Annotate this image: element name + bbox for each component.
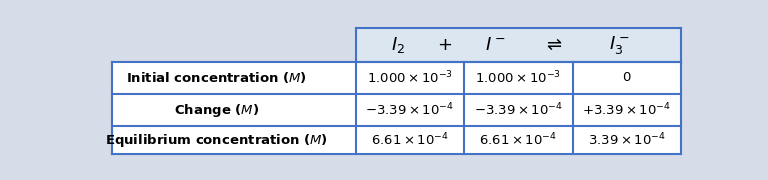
Text: $\mathit{I}_3^-$: $\mathit{I}_3^-$ [609, 34, 629, 56]
Text: $\mathit{I}^-$: $\mathit{I}^-$ [485, 36, 505, 54]
Text: Change ($\mathbf{\mathit{M}}$): Change ($\mathbf{\mathit{M}}$) [174, 102, 259, 119]
Text: $1.000 \times 10^{-3}$: $1.000 \times 10^{-3}$ [475, 69, 561, 86]
Text: $+3.39 \times 10^{-4}$: $+3.39 \times 10^{-4}$ [582, 102, 671, 118]
Text: $+$: $+$ [437, 36, 452, 54]
Text: $0$: $0$ [622, 71, 631, 84]
FancyBboxPatch shape [111, 126, 681, 154]
Text: $\rightleftharpoons$: $\rightleftharpoons$ [544, 36, 563, 54]
FancyBboxPatch shape [111, 62, 681, 94]
Text: $6.61 \times 10^{-4}$: $6.61 \times 10^{-4}$ [479, 132, 558, 148]
Text: Initial concentration ($\mathbf{\mathit{M}}$): Initial concentration ($\mathbf{\mathit{… [126, 70, 306, 85]
Text: $6.61 \times 10^{-4}$: $6.61 \times 10^{-4}$ [371, 132, 449, 148]
Text: $1.000 \times 10^{-3}$: $1.000 \times 10^{-3}$ [367, 69, 453, 86]
Text: $3.39 \times 10^{-4}$: $3.39 \times 10^{-4}$ [588, 132, 666, 148]
Text: $-3.39 \times 10^{-4}$: $-3.39 \times 10^{-4}$ [474, 102, 563, 118]
FancyBboxPatch shape [111, 94, 681, 126]
Text: $\mathit{I}_2$: $\mathit{I}_2$ [391, 35, 406, 55]
Text: Equilibrium concentration ($\mathbf{\mathit{M}}$): Equilibrium concentration ($\mathbf{\mat… [104, 132, 328, 149]
Text: $-3.39 \times 10^{-4}$: $-3.39 \times 10^{-4}$ [366, 102, 455, 118]
FancyBboxPatch shape [356, 28, 681, 62]
